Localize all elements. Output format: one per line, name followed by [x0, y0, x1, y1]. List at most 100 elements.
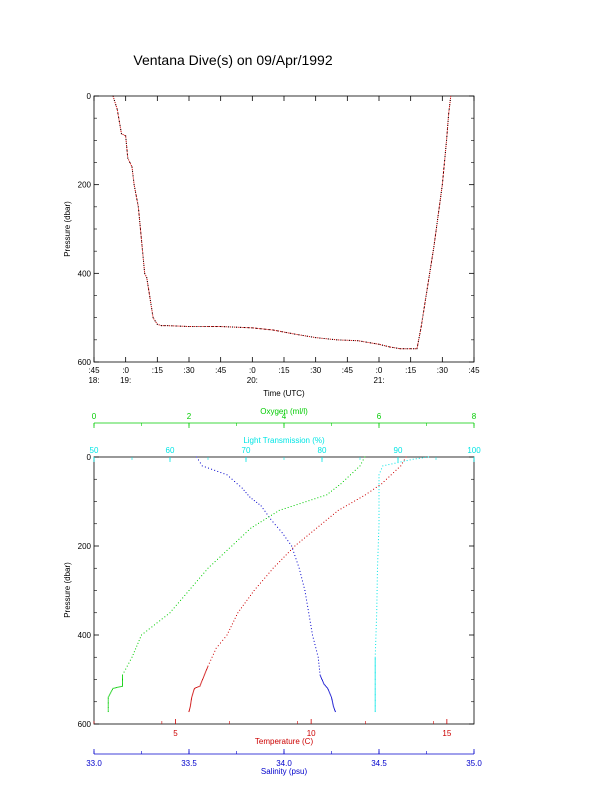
oxygen-point [268, 516, 270, 518]
temperature-point [205, 671, 207, 673]
temperature-point [393, 472, 395, 474]
light_transmission-point [374, 675, 376, 677]
salinity-point [324, 684, 326, 686]
pressure-point [423, 307, 425, 309]
pressure-point [448, 113, 450, 115]
pressure-point [151, 312, 153, 314]
y-tick-label: 200 [78, 542, 92, 551]
salinity-point [302, 583, 304, 585]
temperature-point [202, 676, 204, 678]
salinity-point [272, 521, 274, 523]
x-tick-minute-label: :15 [278, 366, 290, 375]
light_transmission-tick-label: 80 [318, 446, 327, 455]
pressure-point [449, 99, 451, 101]
temperature-point [403, 459, 405, 461]
temperature-point [204, 672, 206, 674]
temperature-point [203, 675, 205, 677]
pressure-point [126, 153, 128, 155]
oxygen-point [114, 687, 116, 689]
light_transmission-point [374, 670, 376, 672]
pressure-point [396, 347, 398, 349]
pressure-point [446, 132, 448, 134]
temperature-point [192, 692, 194, 694]
y-tick-label: 400 [78, 631, 92, 640]
light_transmission-point [376, 599, 378, 601]
light_transmission-point [378, 513, 380, 515]
pressure-point [433, 246, 435, 248]
pressure-point [143, 268, 145, 270]
light_transmission-point [412, 458, 414, 460]
light_transmission-point [427, 456, 429, 458]
salinity-point [266, 513, 268, 515]
pressure-point [147, 284, 149, 286]
oxygen-point [352, 472, 354, 474]
light_transmission-point [378, 474, 380, 476]
salinity-point [262, 508, 264, 510]
time-chart-x-label: Time (UTC) [263, 389, 305, 398]
light_transmission-point [374, 676, 376, 678]
pressure-point [228, 326, 230, 328]
pressure-point [143, 260, 145, 262]
oxygen-point [164, 616, 166, 618]
temperature-point [340, 508, 342, 510]
salinity-point [196, 456, 198, 458]
temperature-point [190, 700, 192, 702]
salinity-point [308, 612, 310, 614]
pressure-point [125, 142, 127, 144]
oxygen-point [196, 580, 198, 582]
light_transmission-point [374, 682, 376, 684]
oxygen-point [133, 651, 135, 653]
oxygen-tick-label: 2 [187, 412, 192, 421]
pressure-point [420, 326, 422, 328]
oxygen-point [205, 570, 207, 572]
pressure-point [374, 343, 376, 345]
oxygen-point [359, 465, 361, 467]
pressure-point [447, 120, 449, 122]
salinity-point [331, 701, 333, 703]
salinity-point [299, 570, 301, 572]
temperature-point [281, 558, 283, 560]
oxygen-point [323, 495, 325, 497]
pressure-point [137, 202, 139, 204]
salinity-point [329, 692, 331, 694]
pressure-point [424, 303, 426, 305]
pressure-point [344, 339, 346, 341]
salinity-point [317, 656, 319, 658]
light_transmission-point [378, 498, 380, 500]
pressure-point [151, 308, 153, 310]
temperature-point [191, 695, 193, 697]
oxygen-point [182, 597, 184, 599]
pressure-point [134, 187, 136, 189]
light_transmission-point [378, 523, 380, 525]
temperature-point [230, 626, 232, 628]
temperature-point [210, 659, 212, 661]
oxygen-point [122, 677, 123, 679]
light_transmission-point [376, 574, 378, 576]
oxygen-point [278, 509, 280, 511]
pressure-point [136, 198, 138, 200]
x-tick-hour-label: 20: [247, 376, 258, 385]
salinity-point [241, 487, 243, 489]
pressure-point [175, 325, 177, 327]
pressure-point [434, 238, 436, 240]
salinity-point [332, 705, 334, 707]
temperature-point [226, 634, 228, 636]
oxygen-point [252, 526, 254, 528]
oxygen-point [221, 554, 223, 556]
temperature-point [198, 686, 200, 688]
pressure-point [113, 99, 115, 101]
pressure-point [127, 157, 129, 159]
pressure-point [149, 296, 151, 298]
salinity-point [319, 671, 321, 673]
salinity-point [229, 476, 231, 478]
pressure-point [444, 151, 446, 153]
pressure-point [430, 265, 432, 267]
light_transmission-point [382, 465, 384, 467]
light_transmission-point [375, 644, 377, 646]
light_transmission-point [374, 695, 376, 697]
pressure-point [140, 232, 142, 234]
pressure-point [315, 337, 317, 339]
salinity-axis: 33.0 33.5 34.0 34.5 35.0 [86, 749, 482, 768]
oxygen-point [212, 563, 214, 565]
pressure-point [444, 155, 446, 157]
